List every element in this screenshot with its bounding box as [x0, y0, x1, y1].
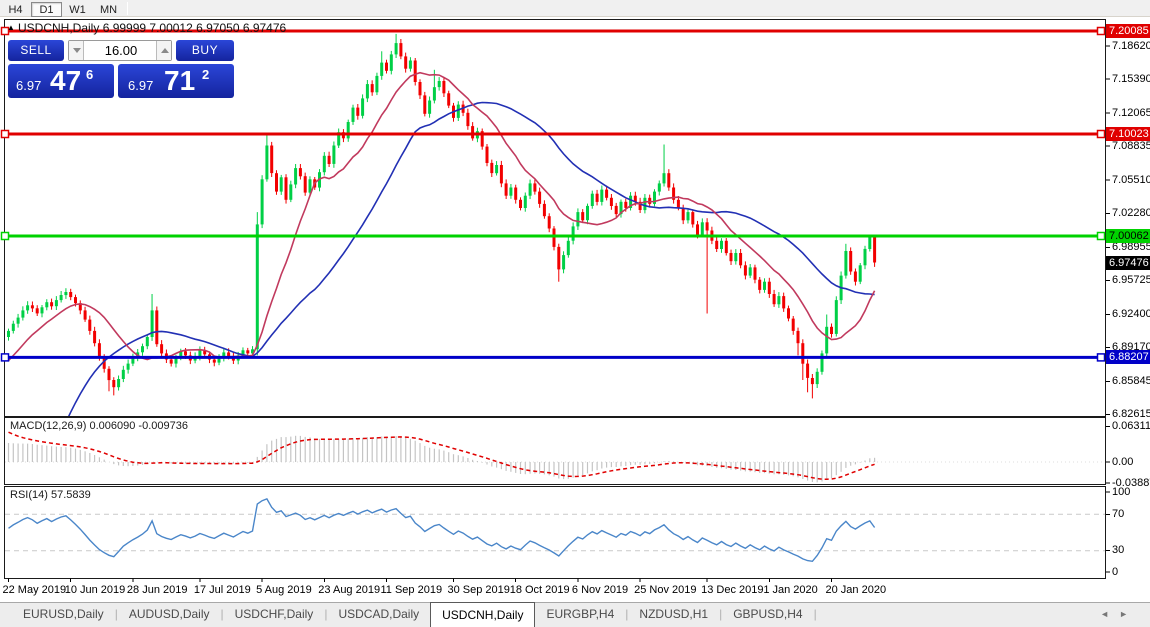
symbol-tab-bar: EURUSD,Daily | AUDUSD,Daily | USDCHF,Daily | U…: [0, 602, 1150, 627]
tab-usdcad-daily[interactable]: USDCAD,Daily: [338, 607, 420, 621]
sell-price-button[interactable]: 6.97 47 6: [8, 64, 114, 98]
caret-up-icon: [161, 48, 169, 53]
tab-usdchf-daily[interactable]: USDCHF,Daily: [234, 607, 314, 621]
timeframe-toolbar: H4 D1 W1 MN: [0, 0, 1150, 17]
buy-price-big: 71: [164, 65, 196, 96]
timeframe-button-d1[interactable]: D1: [31, 2, 62, 17]
chart-background: [0, 17, 1150, 602]
caret-down-icon: [73, 48, 81, 53]
timeframe-button-w1[interactable]: W1: [69, 4, 86, 16]
timeframe-button-mn[interactable]: MN: [99, 4, 118, 16]
tab-separator: |: [719, 607, 723, 621]
scroll-left-icon[interactable]: ◄: [1100, 609, 1120, 619]
tab-gbpusd-h4[interactable]: GBPUSD,H4: [733, 607, 803, 621]
buy-button[interactable]: BUY: [176, 40, 234, 61]
tab-separator: |: [625, 607, 629, 621]
toolbar-separator: [127, 2, 128, 16]
buy-price-sup: 2: [202, 67, 210, 82]
volume-input[interactable]: 16.00: [104, 43, 138, 58]
sell-button[interactable]: SELL: [8, 40, 64, 61]
tab-audusd-daily[interactable]: AUDUSD,Daily: [128, 607, 210, 621]
sell-price-big: 47: [50, 65, 82, 96]
volume-decrease-button[interactable]: [69, 41, 84, 60]
tab-eurgbp-h4[interactable]: EURGBP,H4: [546, 607, 615, 621]
tab-eurusd-daily[interactable]: EURUSD,Daily: [23, 607, 104, 621]
tab-separator: |: [220, 607, 224, 621]
scroll-right-icon[interactable]: ►: [1119, 609, 1138, 619]
volume-spinner: 16.00: [68, 40, 172, 61]
buy-price-button[interactable]: 6.97 71 2: [118, 64, 234, 98]
sell-price-sup: 6: [86, 67, 94, 82]
one-click-trading-panel: SELL 16.00 BUY 6.97 47 6 6.97 71 2: [8, 40, 234, 114]
tab-usdcnh-daily[interactable]: USDCNH,Daily: [430, 602, 536, 627]
tab-separator: |: [324, 607, 328, 621]
tab-scroll-arrows[interactable]: ◄►: [1100, 609, 1138, 619]
timeframe-button-h4[interactable]: H4: [8, 4, 23, 16]
tab-nzdusd-h1[interactable]: NZDUSD,H1: [639, 607, 709, 621]
tab-separator: |: [813, 607, 817, 621]
sell-price-small: 6.97: [16, 78, 42, 93]
tab-separator: |: [114, 607, 118, 621]
volume-increase-button[interactable]: [156, 41, 171, 60]
buy-price-small: 6.97: [128, 78, 154, 93]
